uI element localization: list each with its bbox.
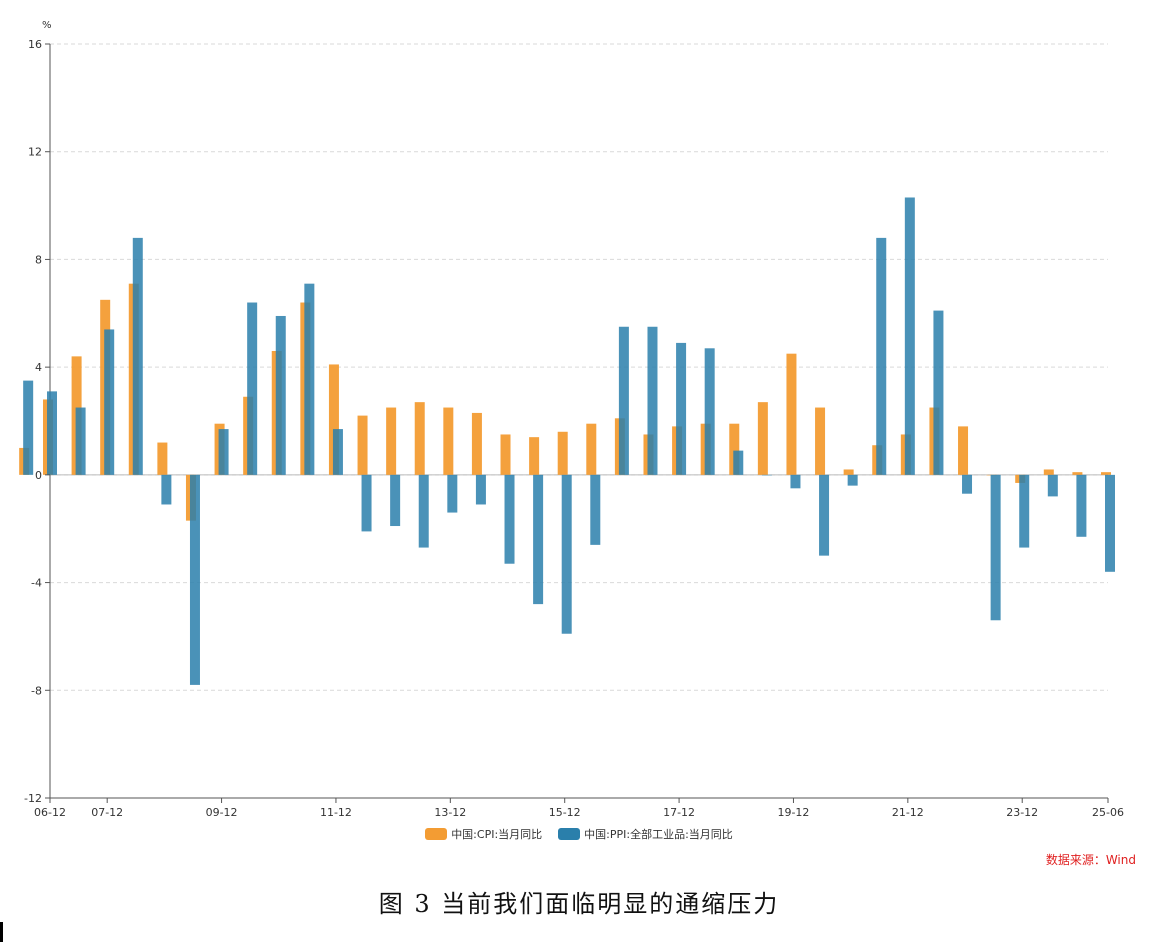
bar-cpi [757, 402, 768, 475]
bar-ppi [1076, 474, 1087, 537]
bar-ppi [275, 315, 286, 475]
x-tick-label: 23-12 [1006, 806, 1038, 819]
y-unit-label: % [42, 20, 52, 31]
bar-cpi [529, 437, 540, 475]
bar-cpi [815, 407, 826, 475]
legend-swatch-cpi [425, 828, 448, 840]
bar-cpi [443, 407, 454, 475]
grid-layer [50, 43, 1108, 691]
bar-ppi [104, 329, 115, 475]
data-source-note: 数据来源：Wind [1045, 853, 1136, 867]
bar-cpi [386, 407, 397, 475]
legend-item-ppi[interactable]: 中国:PPI:全部工业品:当月同比 [558, 826, 733, 842]
bar-ppi [847, 474, 858, 486]
bar-ppi [332, 429, 343, 475]
bar-ppi [533, 474, 544, 605]
bar-cpi [557, 431, 568, 475]
bar-cpi [958, 426, 969, 475]
bar-ppi [418, 474, 429, 548]
bar-ppi [23, 380, 34, 475]
x-tick-label: 17-12 [663, 806, 695, 819]
bar-ppi [876, 237, 887, 475]
legend-swatch-ppi [558, 828, 581, 840]
bar-ppi [361, 474, 372, 532]
bar-cpi [1072, 472, 1083, 475]
bar-ppi [933, 310, 944, 475]
bar-ppi [819, 474, 830, 556]
bar-cpi [471, 412, 482, 475]
bar-ppi [247, 302, 258, 475]
bar-cpi [500, 434, 511, 475]
x-tick-label: 25-06 [1092, 806, 1124, 819]
bar-cpi [1101, 472, 1111, 475]
bar-ppi [904, 197, 915, 475]
bar-ppi [189, 474, 200, 685]
y-tick-label: 0 [35, 469, 42, 482]
bar-ppi [75, 407, 86, 475]
x-tick-label: 19-12 [777, 806, 809, 819]
bar-ppi [218, 429, 229, 475]
bar-cpi [729, 423, 740, 475]
bar-ppi [962, 474, 973, 494]
bar-cpi [157, 442, 168, 475]
bar-cpi [414, 402, 425, 475]
bar-ppi [704, 348, 715, 475]
x-tick-label: 15-12 [549, 806, 581, 819]
x-tick-label: 09-12 [206, 806, 238, 819]
bar-cpi [586, 423, 597, 475]
bar-cpi [786, 353, 797, 475]
bar-ppi [1105, 474, 1115, 572]
bar-ppi [161, 474, 172, 505]
y-tick-label: 4 [35, 361, 42, 374]
x-tick-label: 21-12 [892, 806, 924, 819]
bars-layer [19, 197, 1115, 685]
x-tick-label: 07-12 [91, 806, 123, 819]
legend-label-ppi: 中国:PPI:全部工业品:当月同比 [584, 828, 733, 841]
bar-ppi [390, 474, 401, 527]
bar-ppi [676, 342, 687, 475]
chart-legend: 中国:CPI:当月同比 中国:PPI:全部工业品:当月同比 [0, 826, 1158, 842]
legend-label-cpi: 中国:CPI:当月同比 [451, 828, 543, 841]
bar-ppi [504, 474, 515, 564]
bar-ppi [561, 474, 572, 634]
legend-item-cpi[interactable]: 中国:CPI:当月同比 [425, 826, 542, 842]
x-tick-label: 13-12 [434, 806, 466, 819]
y-tick-label: 16 [28, 38, 42, 51]
bar-cpi [843, 469, 854, 475]
page-edge-mark [0, 922, 3, 942]
bar-ppi [990, 474, 1001, 621]
x-tick-label: 06-12 [34, 806, 66, 819]
bar-ppi [761, 474, 772, 476]
bar-ppi [447, 474, 458, 513]
axis-layer: % [42, 20, 1108, 799]
y-tick-label: -12 [24, 792, 42, 805]
bar-ppi [790, 474, 801, 489]
bar-ppi [1047, 474, 1058, 497]
figure-caption: 图 3 当前我们面临明显的通缩压力 [378, 890, 780, 918]
bar-cpi [328, 364, 339, 475]
bar-ppi [1019, 474, 1030, 548]
bar-cpi [1043, 469, 1054, 475]
bar-cpi [357, 415, 368, 475]
bar-ppi [647, 326, 658, 475]
y-tick-label: 8 [35, 253, 42, 266]
y-tick-label: 12 [28, 146, 42, 159]
bar-ppi [132, 237, 143, 475]
bar-ppi [475, 474, 486, 505]
bar-ppi [733, 450, 744, 475]
bar-ppi [47, 391, 57, 475]
y-tick-label: -8 [31, 684, 42, 697]
y-tick-label: -4 [31, 577, 42, 590]
bar-ppi [618, 326, 629, 475]
bar-ppi [304, 283, 315, 475]
x-tick-label: 11-12 [320, 806, 352, 819]
bar-ppi [590, 474, 601, 545]
